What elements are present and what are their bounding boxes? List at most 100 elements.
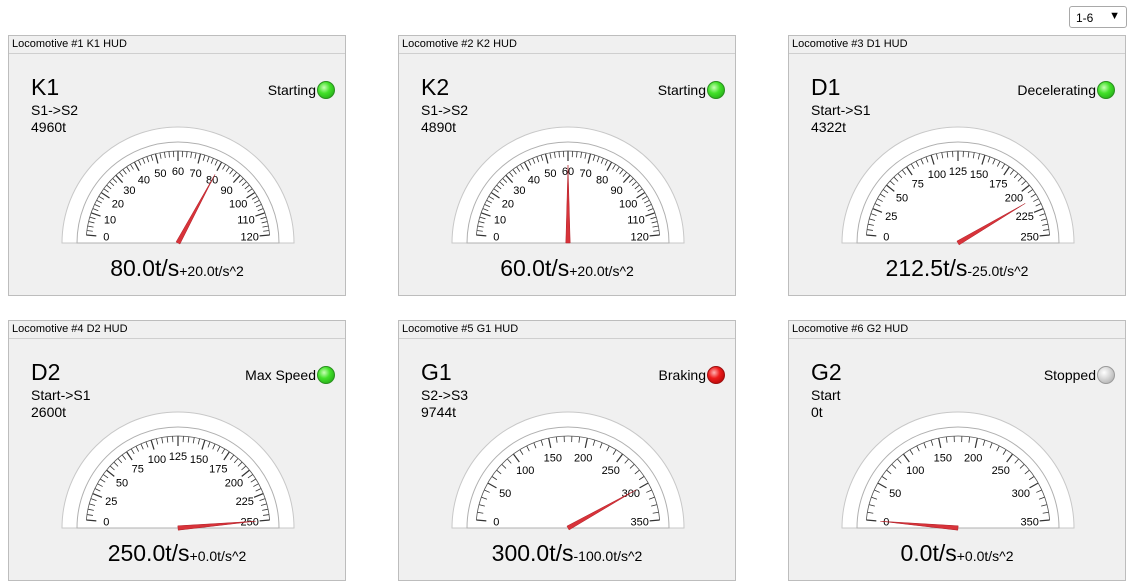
gauge-tick-label: 90 [611,185,623,197]
gauge-minor-tick [89,503,96,506]
gauge-tick-label: 70 [189,168,201,180]
gauge-minor-tick [533,442,537,449]
gauge-needle [177,520,256,531]
speed-value: 80.0t/s [110,255,180,281]
gauge-tick-label: 200 [964,453,982,465]
gauge-tick-label: 10 [494,214,506,226]
gauge-minor-tick [86,230,93,232]
gauge-minor-tick [1001,163,1006,170]
dropdown-arrow-icon: ▼ [1109,10,1120,22]
gauge-major-tick [154,153,159,164]
page-range-select[interactable]: 1-6 ▼ [1069,6,1127,28]
gauge-major-tick [544,153,549,164]
gauge-face [466,426,670,529]
gauge-minor-tick [554,151,556,159]
status-indicator: Max Speed [245,365,335,385]
gauge-minor-tick [1002,449,1007,455]
gauge-minor-tick [532,157,536,164]
status-label: Starting [267,82,316,98]
gauge-minor-tick [255,203,262,208]
gauge-minor-tick [612,449,617,455]
gauge-major-tick [1039,234,1050,237]
gauge-minor-tick [945,436,948,443]
gauge-major-tick [223,451,230,461]
acceleration-value: +20.0t/s^2 [179,263,244,279]
gauge-tick-label: 120 [241,232,259,244]
gauge-minor-tick [909,449,914,455]
gauge-minor-tick [229,454,235,460]
gauge-minor-tick [121,454,127,460]
locomotive-name: G1 [421,359,452,385]
locomotive-name: K1 [31,74,60,100]
gauge-major-tick [587,153,592,164]
gauge-minor-tick [150,154,154,161]
gauge-minor-tick [1041,504,1048,507]
gauge-tick-label: 150 [934,453,952,465]
gauge-minor-tick [197,438,201,445]
gauge-major-tick [584,437,588,448]
gauge-minor-tick [488,195,495,200]
gauge-major-tick [938,437,942,448]
gauge-minor-tick [920,158,924,165]
gauge-major-tick [1033,207,1044,213]
gauge-minor-tick [651,504,658,507]
gauge-major-tick [490,191,500,199]
gauge-tick-label: 0 [883,232,889,244]
gauge-minor-tick [1017,176,1023,182]
gauge-minor-tick [232,171,238,178]
status-led-icon [707,81,725,99]
gauge-scale-arc [865,150,1051,236]
gauge-tick-label: 10 [104,214,116,226]
gauge-minor-tick [982,439,986,446]
gauge-minor-tick [910,163,915,170]
gauge-minor-tick [893,176,899,182]
gauge-tick-label: 125 [949,166,967,178]
panel-header: Locomotive #1 K1 HUD [9,36,345,54]
gauge-minor-tick [881,476,888,481]
gauge-minor-tick [901,169,907,175]
gauge-minor-tick [992,158,996,165]
speed-readout: 0.0t/s+0.0t/s^2 [789,540,1125,567]
gauge-minor-tick [879,193,886,198]
gauge-minor-tick [874,203,881,207]
gauge-tick-label: 0 [103,232,109,244]
gauge-major-tick [886,184,895,192]
gauge-tick-label: 200 [225,478,243,490]
gauge-major-tick [1039,519,1050,522]
gauge-tick-label: 200 [574,453,592,465]
gauge-tick-label: 20 [502,198,514,210]
gauge-major-tick [197,153,202,164]
acceleration-value: +20.0t/s^2 [569,263,634,279]
status-led-icon [317,366,335,384]
gauge-tick-label: 50 [544,168,556,180]
gauge-minor-tick [87,225,94,228]
gauge-minor-tick [631,181,637,186]
gauge-minor-tick [1043,229,1050,231]
gauge-minor-tick [653,230,660,232]
gauge-minor-tick [874,489,880,493]
gauge-minor-tick [647,208,654,212]
gauge-tick-label: 75 [912,178,924,190]
gauge-tick-label: 50 [154,168,166,180]
gauge-minor-tick [259,498,266,501]
gauge-minor-tick [192,437,195,444]
gauge-major-tick [622,174,631,183]
gauge-minor-tick [481,496,488,500]
gauge-minor-tick [1028,476,1035,481]
gauge-minor-tick [652,225,659,228]
gauge-minor-tick [866,229,873,231]
gauge-major-tick [259,234,270,237]
gauge-tick-label: 80 [596,175,608,187]
gauge-minor-tick [972,152,975,159]
gauge-minor-tick [576,151,578,158]
gauge-minor-tick [221,448,226,455]
gauge-needle [565,164,571,244]
gauge-minor-tick [253,199,260,204]
panel-header: Locomotive #5 G1 HUD [399,321,735,339]
gauge-tick-label: 100 [619,198,637,210]
gauge-minor-tick [214,159,218,166]
locomotive-weight: 0t [811,404,823,420]
